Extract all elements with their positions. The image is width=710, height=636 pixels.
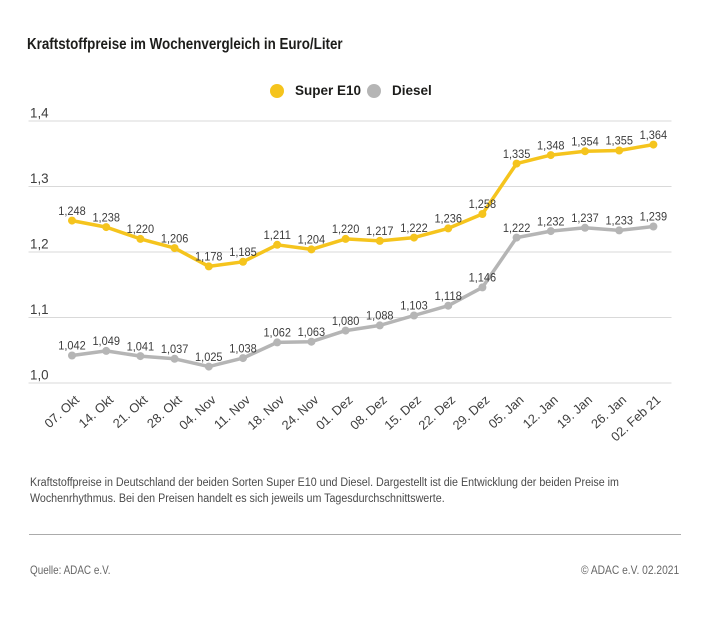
- svg-text:1,025: 1,025: [195, 350, 223, 364]
- svg-text:18. Nov: 18. Nov: [244, 392, 287, 433]
- svg-text:24. Nov: 24. Nov: [279, 392, 322, 433]
- svg-text:01. Dez: 01. Dez: [313, 392, 356, 433]
- svg-text:1,354: 1,354: [571, 134, 599, 148]
- svg-text:1,217: 1,217: [366, 224, 394, 238]
- svg-text:1,049: 1,049: [92, 334, 120, 348]
- svg-text:1,364: 1,364: [640, 128, 668, 142]
- svg-text:1,206: 1,206: [161, 231, 189, 245]
- svg-text:15. Dez: 15. Dez: [381, 392, 424, 433]
- svg-text:29. Dez: 29. Dez: [450, 392, 493, 433]
- svg-text:1,041: 1,041: [127, 339, 155, 353]
- svg-text:1,042: 1,042: [58, 339, 86, 353]
- svg-text:19. Jan: 19. Jan: [554, 392, 595, 431]
- svg-text:1,037: 1,037: [161, 342, 189, 356]
- svg-text:21. Okt: 21. Okt: [110, 392, 151, 431]
- svg-text:07. Okt: 07. Okt: [41, 392, 82, 431]
- svg-text:1,3: 1,3: [30, 170, 49, 186]
- svg-text:12. Jan: 12. Jan: [520, 392, 561, 431]
- svg-text:1,220: 1,220: [127, 222, 155, 236]
- svg-text:1,088: 1,088: [366, 309, 394, 323]
- svg-text:1,236: 1,236: [434, 212, 462, 226]
- svg-text:14. Okt: 14. Okt: [76, 392, 117, 431]
- svg-text:1,062: 1,062: [263, 326, 291, 340]
- svg-text:1,211: 1,211: [263, 228, 291, 242]
- svg-text:1,1: 1,1: [30, 301, 49, 317]
- svg-text:1,239: 1,239: [640, 210, 668, 224]
- svg-text:1,220: 1,220: [332, 222, 360, 236]
- svg-text:1,103: 1,103: [400, 299, 428, 313]
- svg-text:1,178: 1,178: [195, 250, 223, 264]
- svg-text:1,248: 1,248: [58, 204, 86, 218]
- svg-text:1,204: 1,204: [298, 233, 326, 247]
- svg-text:1,222: 1,222: [400, 221, 428, 235]
- svg-text:1,222: 1,222: [503, 221, 531, 235]
- svg-text:1,118: 1,118: [434, 289, 462, 303]
- svg-text:04. Nov: 04. Nov: [176, 392, 219, 433]
- svg-text:1,146: 1,146: [469, 271, 497, 285]
- svg-text:08. Dez: 08. Dez: [347, 392, 390, 433]
- svg-text:1,233: 1,233: [605, 214, 633, 228]
- svg-text:1,237: 1,237: [571, 211, 599, 225]
- svg-text:1,355: 1,355: [605, 134, 633, 148]
- svg-text:1,335: 1,335: [503, 147, 531, 161]
- svg-text:1,038: 1,038: [229, 341, 257, 355]
- svg-text:1,2: 1,2: [30, 236, 49, 252]
- svg-text:1,4: 1,4: [30, 105, 49, 121]
- svg-text:1,238: 1,238: [92, 210, 120, 224]
- svg-text:1,063: 1,063: [298, 325, 326, 339]
- svg-text:1,348: 1,348: [537, 138, 565, 152]
- svg-text:05. Jan: 05. Jan: [485, 392, 526, 431]
- svg-text:1,0: 1,0: [30, 367, 49, 383]
- svg-text:1,185: 1,185: [229, 245, 257, 259]
- svg-text:1,258: 1,258: [469, 197, 497, 211]
- svg-text:1,232: 1,232: [537, 214, 565, 228]
- svg-text:22. Dez: 22. Dez: [415, 392, 458, 433]
- svg-text:1,080: 1,080: [332, 314, 360, 328]
